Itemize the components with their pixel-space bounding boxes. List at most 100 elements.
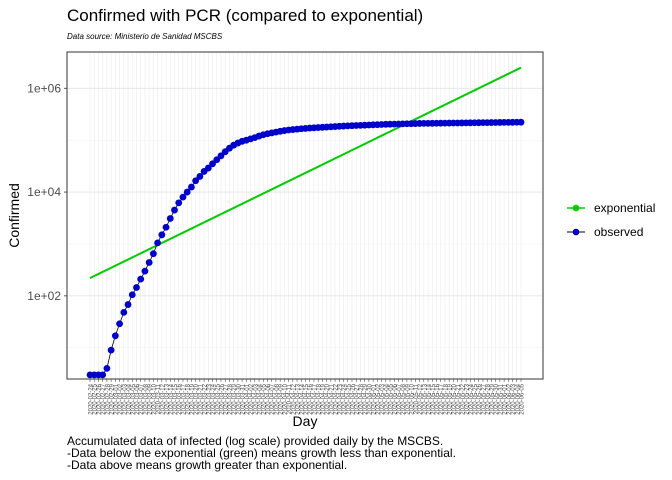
- x-tick-label: 2020-05-03: [380, 383, 386, 414]
- x-tick-label: 2020-05-18: [443, 383, 449, 414]
- x-tick-label: 2020-05-26: [477, 383, 483, 414]
- x-tick-label: 2020-05-21: [456, 383, 462, 414]
- x-tick-label: 2020-03-06: [135, 383, 141, 414]
- x-tick-label: 2020-05-17: [439, 383, 445, 414]
- observed-point: [166, 215, 174, 222]
- x-tick-label: 2020-04-06: [266, 383, 272, 414]
- x-axis-label: Day: [293, 413, 318, 429]
- x-tick-label: 2020-04-10: [283, 383, 289, 414]
- x-tick-label: 2020-03-28: [228, 383, 234, 414]
- observed-point: [137, 275, 145, 283]
- x-tick-label: 2020-05-07: [397, 383, 403, 414]
- observed-point: [103, 365, 111, 372]
- x-tick-label: 2020-03-03: [122, 383, 128, 414]
- x-tick-label: 2020-03-05: [131, 383, 137, 414]
- x-tick-label: 2020-03-26: [219, 383, 225, 414]
- observed-point: [120, 309, 128, 316]
- caption-line: -Data below the exponential (green) mean…: [67, 446, 456, 460]
- x-tick-label: 2020-02-29: [110, 383, 116, 414]
- x-tick-label: 2020-04-03: [253, 383, 259, 414]
- y-tick-label: 1e+06: [27, 81, 61, 95]
- x-tick-label: 2020-03-10: [152, 383, 158, 414]
- x-tick-label: 2020-04-25: [346, 383, 352, 414]
- x-tick-label: 2020-03-22: [203, 383, 209, 414]
- x-tick-label: 2020-04-23: [338, 383, 344, 414]
- x-tick-label: 2020-05-28: [486, 383, 492, 414]
- x-tick-label: 2020-05-30: [494, 383, 500, 414]
- observed-point: [145, 259, 153, 266]
- x-tick-label: 2020-05-11: [414, 383, 420, 414]
- caption-line: -Data above means growth greater than ex…: [67, 458, 348, 472]
- x-tick-label: 2020-03-17: [181, 383, 187, 414]
- observed-point: [196, 173, 204, 180]
- observed-point: [517, 118, 525, 126]
- x-tick-label: 2020-05-14: [427, 383, 433, 414]
- observed-point: [107, 346, 115, 354]
- x-tick-label: 2020-04-07: [270, 383, 276, 414]
- x-tick-label: 2020-04-18: [317, 383, 323, 414]
- x-tick-label: 2020-05-08: [401, 383, 407, 414]
- observed-point: [154, 239, 162, 247]
- x-tick-label: 2020-05-25: [473, 383, 479, 414]
- x-tick-label: 2020-03-15: [173, 383, 179, 414]
- observed-point: [183, 188, 191, 196]
- x-tick-label: 2020-03-02: [118, 383, 124, 414]
- x-tick-label: 2020-05-02: [376, 383, 382, 414]
- x-tick-label: 2020-02-27: [101, 383, 107, 414]
- observed-point: [124, 301, 132, 308]
- x-tick-label: 2020-02-28: [105, 383, 111, 414]
- x-tick-label: 2020-04-05: [262, 383, 268, 414]
- x-tick-label: 2020-03-29: [232, 383, 238, 414]
- x-tick-label: 2020-05-04: [384, 383, 390, 414]
- x-tick-label: 2020-03-18: [186, 383, 192, 414]
- x-tick-label: 2020-05-29: [490, 383, 496, 414]
- y-tick-label: 1e+04: [27, 185, 61, 199]
- x-tick-label: 2020-03-14: [169, 383, 175, 414]
- legend-label-exponential: exponential: [594, 201, 656, 215]
- x-tick-label: 2020-05-09: [405, 383, 411, 414]
- x-tick-label: 2020-04-16: [308, 383, 314, 414]
- observed-point: [116, 320, 123, 328]
- x-tick-label: 2020-06-04: [515, 383, 521, 414]
- x-tick-label: 2020-02-24: [89, 383, 95, 414]
- x-tick-label: 2020-03-13: [165, 383, 171, 414]
- x-tick-label: 2020-05-20: [452, 383, 458, 414]
- observed-point: [171, 206, 178, 214]
- x-tick-label: 2020-04-28: [359, 383, 365, 414]
- exponential-line: [89, 66, 522, 279]
- x-tick-label: 2020-04-11: [287, 383, 293, 414]
- x-tick-label: 2020-04-27: [355, 383, 361, 414]
- observed-point: [128, 291, 136, 299]
- observed-point: [175, 199, 183, 207]
- x-tick-label: 2020-04-26: [350, 383, 356, 414]
- x-tick-label: 2020-03-11: [156, 383, 162, 414]
- x-tick-label: 2020-05-06: [393, 383, 399, 414]
- x-tick-label: 2020-04-22: [334, 383, 340, 414]
- observed-point: [141, 267, 149, 275]
- x-tick-label: 2020-04-13: [296, 383, 302, 414]
- x-tick-label: 2020-03-07: [139, 383, 145, 414]
- x-tick-label: 2020-03-20: [194, 383, 200, 414]
- x-tick-label: 2020-03-08: [143, 383, 149, 414]
- observed-point: [149, 250, 157, 258]
- x-tick-label: 2020-03-19: [190, 383, 196, 414]
- observed-point: [192, 177, 200, 185]
- x-tick-label: 2020-05-13: [422, 383, 428, 414]
- x-tick-label: 2020-03-30: [236, 383, 242, 414]
- observed-point: [179, 193, 187, 201]
- x-tick-label: 2020-04-04: [258, 383, 264, 414]
- x-tick-label: 2020-05-19: [448, 383, 454, 414]
- x-tick-label: 2020-02-25: [93, 383, 99, 414]
- observed-point: [217, 152, 225, 160]
- observed-point: [209, 160, 216, 168]
- x-tick-label: 2020-06-03: [511, 383, 517, 414]
- observed-point: [204, 164, 212, 172]
- x-tick-label: 2020-04-24: [342, 383, 348, 414]
- x-tick-label: 2020-04-20: [325, 383, 331, 414]
- legend-key-observed: [567, 228, 585, 236]
- x-tick-label: 2020-04-09: [279, 383, 285, 414]
- x-tick-label: 2020-03-27: [224, 383, 230, 414]
- x-tick-label: 2020-03-21: [198, 383, 204, 414]
